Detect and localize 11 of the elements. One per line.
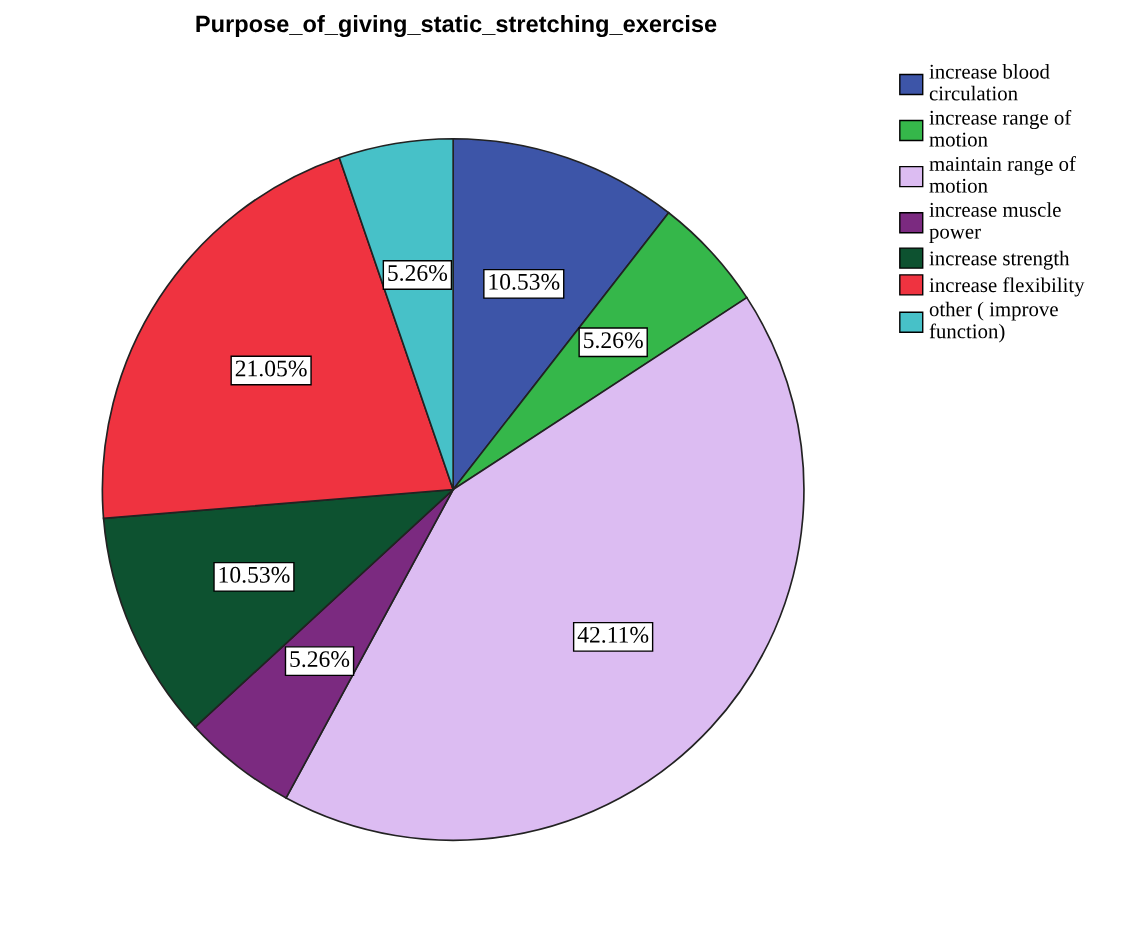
data-label: 5.26%: [290, 651, 350, 668]
legend-label: other ( improve function): [929, 301, 1058, 343]
data-label: 42.11%: [577, 626, 649, 643]
data-label: 5.26%: [584, 332, 643, 349]
legend-label: increase flexibility: [929, 277, 1085, 297]
data-label: 21.05%: [235, 360, 307, 377]
data-label: 10.53%: [489, 273, 560, 290]
data-label: 10.53%: [219, 566, 290, 583]
legend-label: increase strength: [929, 250, 1070, 270]
data-label: 5.26%: [388, 264, 448, 282]
chart-title: Purpose_of_giving_static_stretching_exercise: [196, 14, 717, 38]
